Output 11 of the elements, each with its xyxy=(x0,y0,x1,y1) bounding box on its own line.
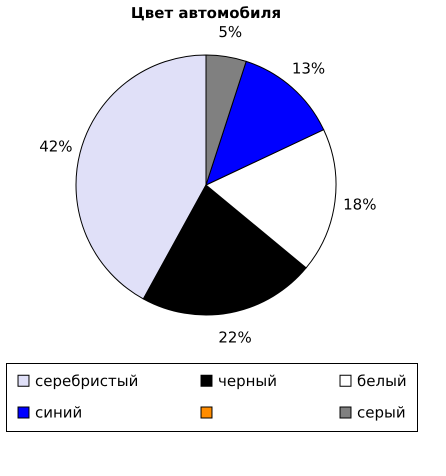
data-label: 22% xyxy=(218,328,252,346)
data-label: 13% xyxy=(292,60,326,78)
legend-label: серебристый xyxy=(35,372,138,390)
chart-title: Цвет автомобиля xyxy=(130,4,282,22)
legend-label: синий xyxy=(35,404,82,422)
data-label: 42% xyxy=(39,137,73,156)
legend-label: серый xyxy=(357,404,406,422)
legend-label: черный xyxy=(218,372,278,390)
legend-label: белый xyxy=(357,372,407,390)
data-label: 18% xyxy=(343,195,376,214)
data-label: 5% xyxy=(218,22,242,41)
